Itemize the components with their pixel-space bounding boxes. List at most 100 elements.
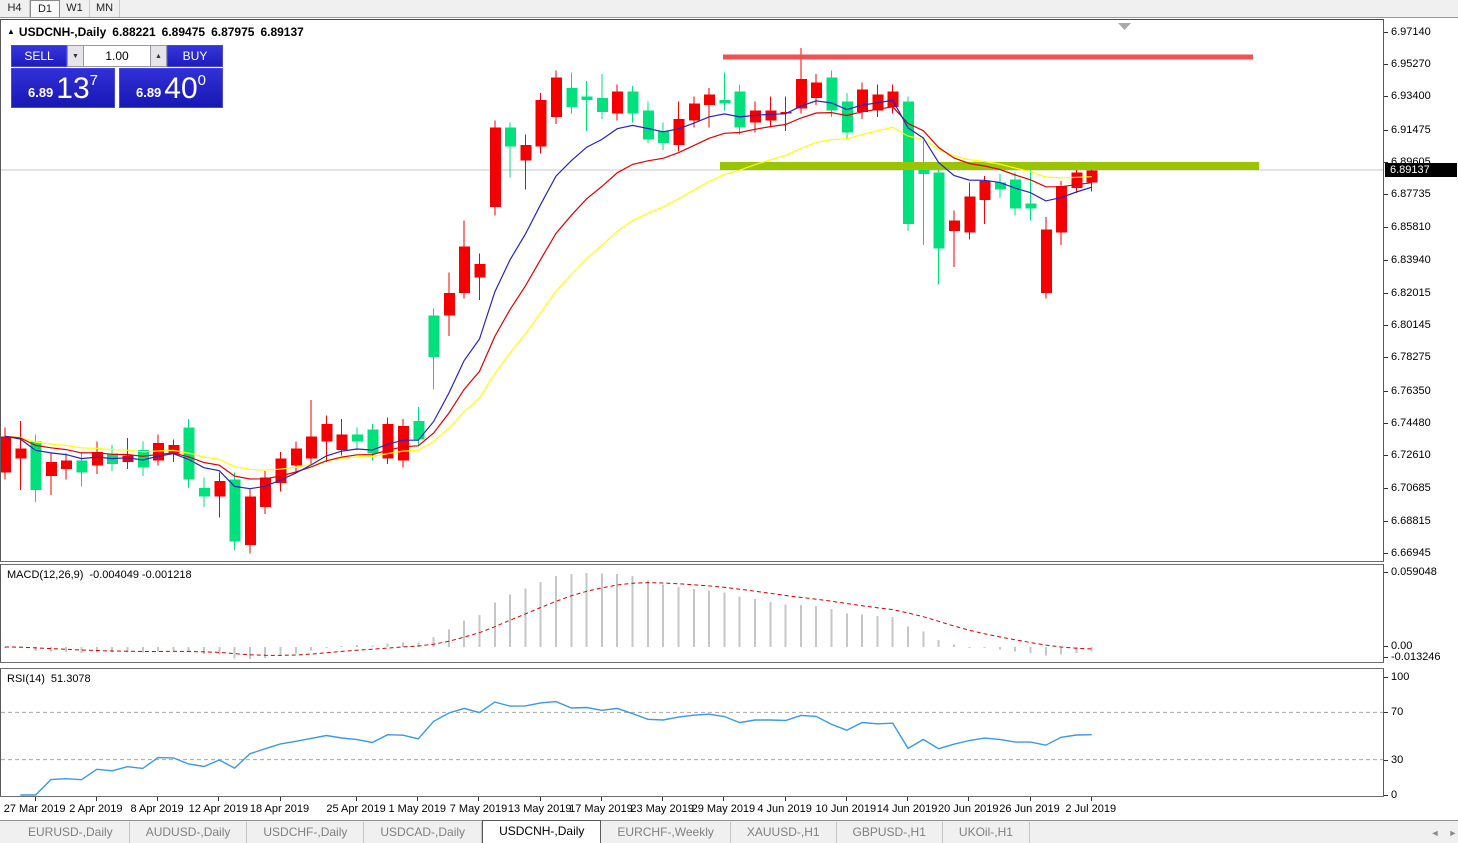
date-tick bbox=[784, 797, 786, 801]
axis-tick bbox=[1384, 227, 1388, 229]
chart-tab-ukoil-h1[interactable]: UKOil-,H1 bbox=[943, 822, 1030, 843]
axis-tick bbox=[1384, 96, 1388, 98]
price-chart-canvas[interactable] bbox=[1, 20, 1383, 561]
date-axis-label: 25 Apr 2019 bbox=[326, 803, 386, 815]
macd-axis-label: -0.013246 bbox=[1391, 651, 1441, 663]
buy-price-point: 0 bbox=[197, 72, 207, 89]
fast-ma-line bbox=[4, 99, 1092, 490]
date-axis-label: 18 Apr 2019 bbox=[249, 803, 310, 815]
sell-price-button[interactable]: 6.89 13 7 bbox=[11, 68, 115, 108]
rsi-line bbox=[20, 700, 1092, 796]
timeframe-button-d1[interactable]: D1 bbox=[30, 0, 60, 17]
axis-tick bbox=[1384, 325, 1388, 327]
price-axis-label: 6.87735 bbox=[1391, 188, 1431, 201]
rsi-label: RSI(14) 51.3078 bbox=[7, 673, 91, 685]
date-axis[interactable]: 27 Mar 2019 2 Apr 2019 8 Apr 2019 12 Apr 20… bbox=[0, 797, 1384, 819]
sell-price-prefix: 6.89 bbox=[27, 85, 54, 100]
volume-increase-button[interactable]: ▲ bbox=[150, 45, 167, 67]
date-axis-label: 12 Apr 2019 bbox=[188, 803, 248, 815]
macd-label: MACD(12,26,9) -0.004049 -0.001218 bbox=[7, 569, 192, 581]
date-axis-label: 8 Apr 2019 bbox=[130, 803, 184, 815]
axis-tick bbox=[1384, 572, 1388, 573]
axis-tick bbox=[1384, 552, 1388, 554]
price-axis-label: 6.83940 bbox=[1391, 253, 1431, 266]
date-axis-label: 1 May 2019 bbox=[388, 803, 446, 815]
axis-tick bbox=[1384, 390, 1388, 392]
date-tick bbox=[1029, 797, 1031, 801]
collapse-panel-icon[interactable]: ▲ bbox=[7, 27, 15, 36]
price-axis[interactable]: 6.97140 6.95270 6.93400 6.91475 6.89605 6.877… bbox=[1384, 19, 1458, 817]
chart-tab-gbpusd-h1[interactable]: GBPUSD-,H1 bbox=[837, 822, 943, 843]
axis-tick bbox=[1384, 422, 1388, 424]
macd-axis-label: 0.059048 bbox=[1391, 566, 1437, 578]
high-value: 6.89475 bbox=[161, 25, 206, 39]
date-tick bbox=[218, 797, 220, 801]
macd-signal-line bbox=[4, 582, 1092, 656]
symbol-period-label: USDCNH-,Daily bbox=[18, 25, 107, 39]
date-tick bbox=[723, 797, 725, 801]
price-axis-label: 6.76350 bbox=[1391, 384, 1431, 397]
date-tick bbox=[34, 797, 36, 801]
sell-button[interactable]: SELL bbox=[11, 45, 67, 67]
buy-price-button[interactable]: 6.89 40 0 bbox=[119, 68, 223, 108]
axis-tick bbox=[1384, 646, 1388, 647]
axis-tick bbox=[1384, 520, 1388, 522]
axis-tick bbox=[1384, 455, 1388, 457]
timeframe-button-mn[interactable]: MN bbox=[90, 0, 121, 17]
volume-decrease-button[interactable]: ▼ bbox=[67, 45, 84, 67]
date-tick bbox=[907, 797, 909, 801]
tab-scroll-left-button[interactable]: ◄ bbox=[1428, 826, 1442, 840]
price-axis-label: 6.68815 bbox=[1391, 514, 1431, 527]
chart-tab-audusd-daily[interactable]: AUDUSD-,Daily bbox=[130, 822, 248, 843]
axis-tick bbox=[1384, 129, 1388, 131]
axis-tick bbox=[1384, 759, 1388, 761]
axis-tick bbox=[1384, 795, 1388, 796]
rsi-canvas[interactable] bbox=[1, 669, 1383, 796]
date-axis-label: 17 May 2019 bbox=[569, 803, 633, 815]
chart-shift-marker bbox=[1118, 23, 1131, 30]
axis-tick bbox=[1384, 64, 1388, 66]
one-click-trading-panel: SELL ▼ ▲ BUY 6.89 13 7 6.89 40 0 bbox=[11, 45, 223, 108]
axis-tick bbox=[1384, 194, 1388, 196]
rsi-value: 51.3078 bbox=[50, 673, 91, 685]
chart-tab-eurchf-weekly[interactable]: EURCHF-,Weekly bbox=[601, 822, 731, 843]
chart-tab-usdcad-daily[interactable]: USDCAD-,Daily bbox=[364, 822, 483, 843]
chart-tab-eurusd-daily[interactable]: EURUSD-,Daily bbox=[12, 822, 130, 843]
chart-tab-usdcnh-daily[interactable]: USDCNH-,Daily bbox=[482, 820, 602, 843]
axis-tick bbox=[1384, 292, 1388, 294]
price-axis-label: 6.82015 bbox=[1391, 286, 1431, 299]
rsi-axis-label: 100 bbox=[1391, 671, 1410, 683]
tab-scroll-right-button[interactable]: ► bbox=[1446, 826, 1458, 840]
axis-tick bbox=[1384, 357, 1388, 359]
axis-tick bbox=[1384, 31, 1388, 33]
price-axis-label: 6.80145 bbox=[1391, 319, 1431, 332]
date-axis-label: 4 Jun 2019 bbox=[757, 803, 812, 815]
buy-button[interactable]: BUY bbox=[167, 45, 223, 67]
axis-tick bbox=[1384, 712, 1388, 714]
date-axis-label: 2 Jul 2019 bbox=[1065, 803, 1117, 815]
axis-tick bbox=[1384, 488, 1388, 490]
price-axis-label: 6.72610 bbox=[1391, 449, 1431, 462]
timeframe-button-h4[interactable]: H4 bbox=[0, 0, 30, 17]
macd-histogram bbox=[4, 573, 1093, 659]
chart-tab-xauusd-h1[interactable]: XAUUSD-,H1 bbox=[731, 822, 837, 843]
price-axis-label: 6.95270 bbox=[1391, 58, 1431, 71]
date-tick bbox=[600, 797, 602, 801]
sell-price-point: 7 bbox=[89, 72, 99, 89]
date-tick bbox=[417, 797, 419, 801]
date-axis-label: 7 May 2019 bbox=[449, 803, 508, 815]
axis-tick bbox=[1384, 657, 1388, 658]
macd-canvas[interactable] bbox=[1, 565, 1383, 662]
chart-tab-usdchf-daily[interactable]: USDCHF-,Daily bbox=[247, 822, 365, 843]
close-value: 6.89137 bbox=[260, 25, 304, 39]
date-axis-label: 10 Jun 2019 bbox=[815, 803, 877, 815]
macd-indicator-pane: MACD(12,26,9) -0.004049 -0.001218 bbox=[0, 564, 1384, 663]
timeframe-button-w1[interactable]: W1 bbox=[60, 0, 90, 17]
date-axis-label: 26 Jun 2019 bbox=[999, 803, 1060, 815]
support-line bbox=[720, 161, 1259, 170]
volume-input[interactable] bbox=[84, 45, 150, 67]
date-axis-label: 27 Mar 2019 bbox=[3, 803, 66, 815]
axis-tick bbox=[1384, 259, 1388, 261]
price-axis-label: 6.93400 bbox=[1391, 90, 1431, 103]
date-tick bbox=[539, 797, 541, 801]
